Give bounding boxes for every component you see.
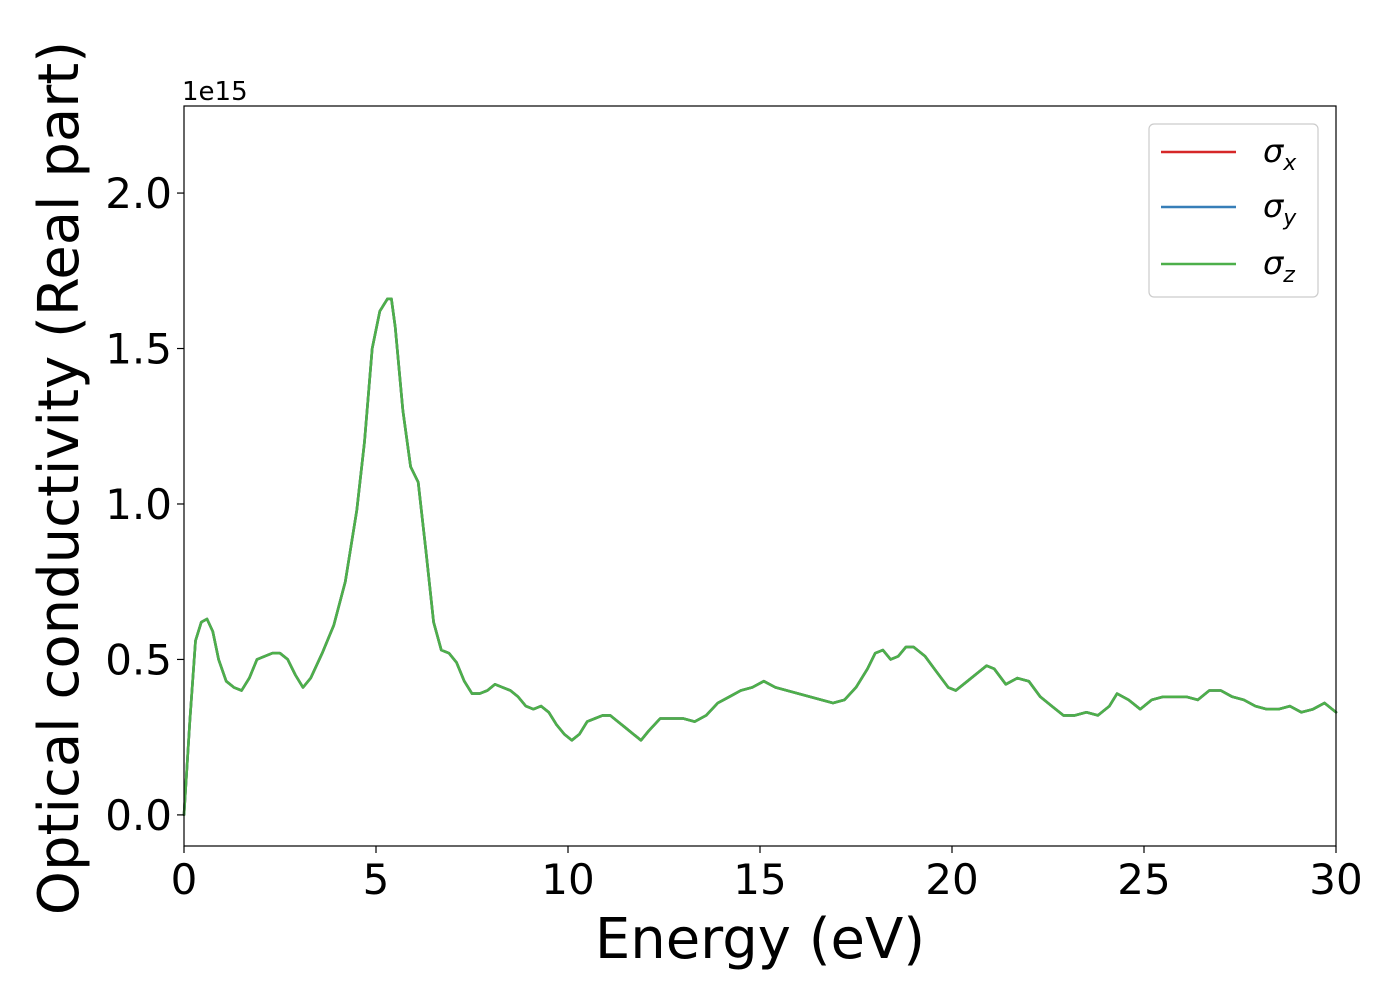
legend-label-y: σy	[1263, 187, 1297, 231]
legend-label-z: σz	[1263, 244, 1295, 288]
series-line-z	[182, 297, 1338, 817]
y-offset-label: 1e15	[182, 77, 248, 107]
x-tick-label: 25	[1117, 855, 1170, 904]
x-axis-label: Energy (eV)	[595, 907, 925, 972]
legend-label-x: σx	[1263, 132, 1297, 176]
y-axis-ticks: 0.0 0.5 1.0 1.5 2.0	[105, 169, 184, 840]
x-tick-label: 0	[171, 855, 198, 904]
y-axis-label: Optical conductivity (Real part)	[27, 41, 92, 915]
x-tick-label: 20	[925, 855, 978, 904]
x-tick-label: 10	[541, 855, 594, 904]
y-tick-label: 1.5	[105, 325, 172, 374]
y-tick-label: 0.5	[105, 635, 172, 684]
series-layer	[182, 297, 1338, 817]
y-tick-label: 0.0	[105, 791, 172, 840]
y-tick-label: 1.0	[105, 480, 172, 529]
x-tick-label: 30	[1309, 855, 1362, 904]
legend-frame	[1148, 123, 1319, 298]
x-axis-ticks: 0 5 10 15 20 25 30	[171, 846, 1363, 904]
y-tick-label: 2.0	[105, 169, 172, 218]
x-tick-label: 15	[733, 855, 786, 904]
legend: σx σy σz	[1148, 123, 1319, 298]
x-tick-label: 5	[363, 855, 390, 904]
